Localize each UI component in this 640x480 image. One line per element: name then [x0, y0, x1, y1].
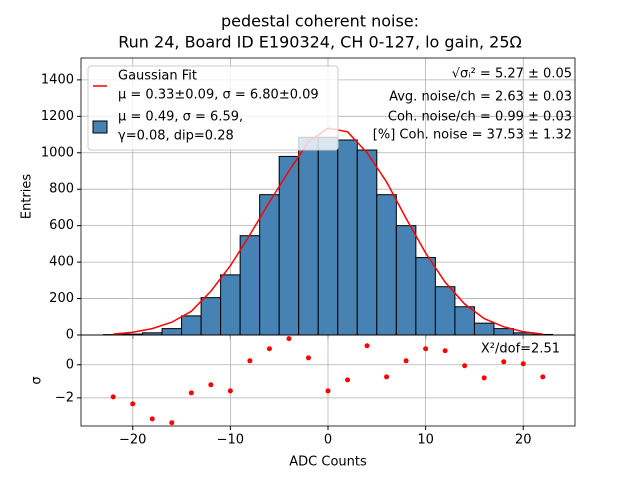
x-tick-label: 20 [515, 433, 532, 448]
bar [434, 286, 456, 336]
point [188, 390, 194, 396]
annotation: [%] Coh. noise = 37.53 ± 1.32 [373, 128, 572, 143]
point [384, 374, 390, 380]
point [110, 394, 116, 400]
x-axis-label: ADC Counts [289, 455, 367, 470]
point [520, 361, 526, 367]
point [481, 375, 487, 381]
bar [376, 194, 397, 336]
legend-box [87, 65, 339, 151]
point [149, 416, 155, 422]
point [266, 346, 272, 352]
point [305, 355, 311, 361]
point [286, 336, 292, 342]
legend-label: γ=0.08, dip=0.28 [118, 129, 234, 144]
y-tick-label: 0 [66, 328, 74, 343]
bar [493, 328, 514, 336]
y-tick-label: 600 [49, 218, 74, 233]
legend-patch [92, 120, 108, 134]
bar [181, 315, 202, 336]
point [423, 346, 429, 352]
chart-title: Run 24, Board ID E190324, CH 0-127, lo g… [118, 33, 521, 52]
y-tick-label: 1200 [41, 109, 74, 124]
point [130, 401, 136, 407]
chart-title: pedestal coherent noise: [221, 12, 419, 31]
y-tick-label: 1400 [41, 72, 74, 87]
bar [220, 274, 241, 336]
y-tick-label: 400 [49, 255, 74, 270]
annotation: Avg. noise/ch = 2.63 ± 0.03 [389, 90, 572, 105]
y-axis-label: Entries [20, 174, 35, 220]
x-tick-label: −10 [217, 433, 244, 448]
annotation: X²/dof=2.51 [481, 342, 560, 357]
legend-label: μ = 0.49, σ = 6.59, [118, 110, 243, 125]
bar [161, 328, 183, 336]
legend-label: Gaussian Fit [118, 69, 197, 84]
bar [454, 306, 475, 336]
point [442, 348, 448, 354]
bar [356, 149, 378, 336]
x-tick-label: 10 [417, 433, 434, 448]
bar [298, 136, 319, 336]
y-tick-label: 800 [49, 182, 74, 197]
annotation: Coh. noise/ch = 0.99 ± 0.03 [388, 110, 572, 125]
point [364, 343, 370, 349]
point [403, 358, 409, 364]
point [462, 363, 468, 369]
point [325, 388, 331, 394]
y-tick-label: 0 [66, 357, 74, 372]
point [208, 382, 214, 388]
y-tick-label: 200 [49, 291, 74, 306]
point [345, 377, 351, 383]
x-tick-label: −20 [119, 433, 146, 448]
point [227, 388, 233, 394]
bar [415, 257, 436, 336]
y-tick-label: −2 [55, 390, 74, 405]
bar [239, 235, 261, 336]
bar [317, 136, 339, 336]
bar [200, 297, 222, 336]
point [169, 420, 175, 426]
point [540, 374, 546, 380]
bar [473, 322, 495, 336]
point [247, 358, 253, 364]
x-tick-label: 0 [324, 433, 332, 448]
annotation: √σᵢ² = 5.27 ± 0.05 [452, 67, 572, 82]
y-tick-label: 1000 [41, 145, 74, 160]
bar [337, 139, 358, 336]
point [501, 359, 507, 365]
bar [259, 194, 280, 336]
legend-label: μ = 0.33±0.09, σ = 6.80±0.09 [118, 88, 319, 103]
bar [395, 225, 417, 336]
y-axis-label: σ [30, 376, 45, 384]
